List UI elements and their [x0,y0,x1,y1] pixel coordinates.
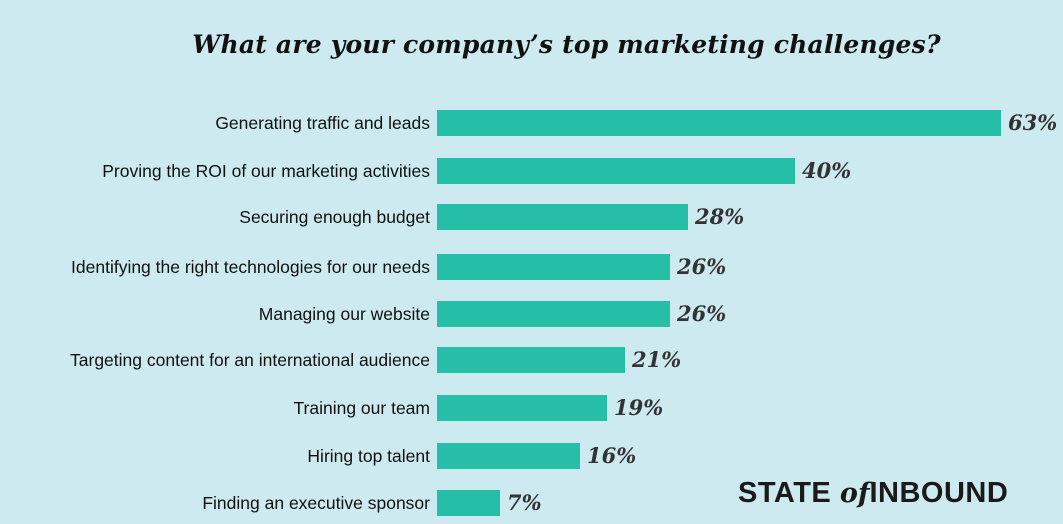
category-label-3: Securing enough budget [239,207,430,227]
bar-7 [437,395,607,421]
bar-6 [437,347,625,373]
value-label-3: 28% [694,204,744,229]
value-label-2: 40% [802,158,851,183]
bar-5 [437,301,670,327]
value-label-7: 19% [614,395,663,420]
state-of-inbound-logo: STATE ofINBOUND [738,477,1008,510]
brand-of: of [839,478,870,509]
category-label-2: Proving the ROI of our marketing activit… [102,161,430,181]
category-label-4: Identifying the right technologies for o… [71,257,430,277]
value-label-5: 26% [676,301,726,326]
chart-title: What are your company’s top marketing ch… [192,30,941,59]
category-label-6: Targeting content for an international a… [70,350,430,370]
category-label-9: Finding an executive sponsor [202,493,430,513]
category-label-8: Hiring top talent [307,446,430,466]
bar-4 [437,254,670,280]
brand-state: STATE [738,477,832,509]
category-label-1: Generating traffic and leads [215,113,430,133]
bar-2 [437,158,795,184]
value-label-4: 26% [676,254,726,279]
bar-9 [437,490,500,516]
brand-inbound: INBOUND [869,477,1009,509]
category-label-7: Training our team [294,398,431,418]
bar-1 [437,110,1001,136]
value-label-1: 63% [1008,110,1057,135]
value-label-8: 16% [587,443,636,468]
bar-8 [437,443,580,469]
bar-3 [437,204,688,230]
category-label-5: Managing our website [259,304,430,324]
value-label-6: 21% [631,347,681,372]
value-label-9: 7% [507,490,542,515]
